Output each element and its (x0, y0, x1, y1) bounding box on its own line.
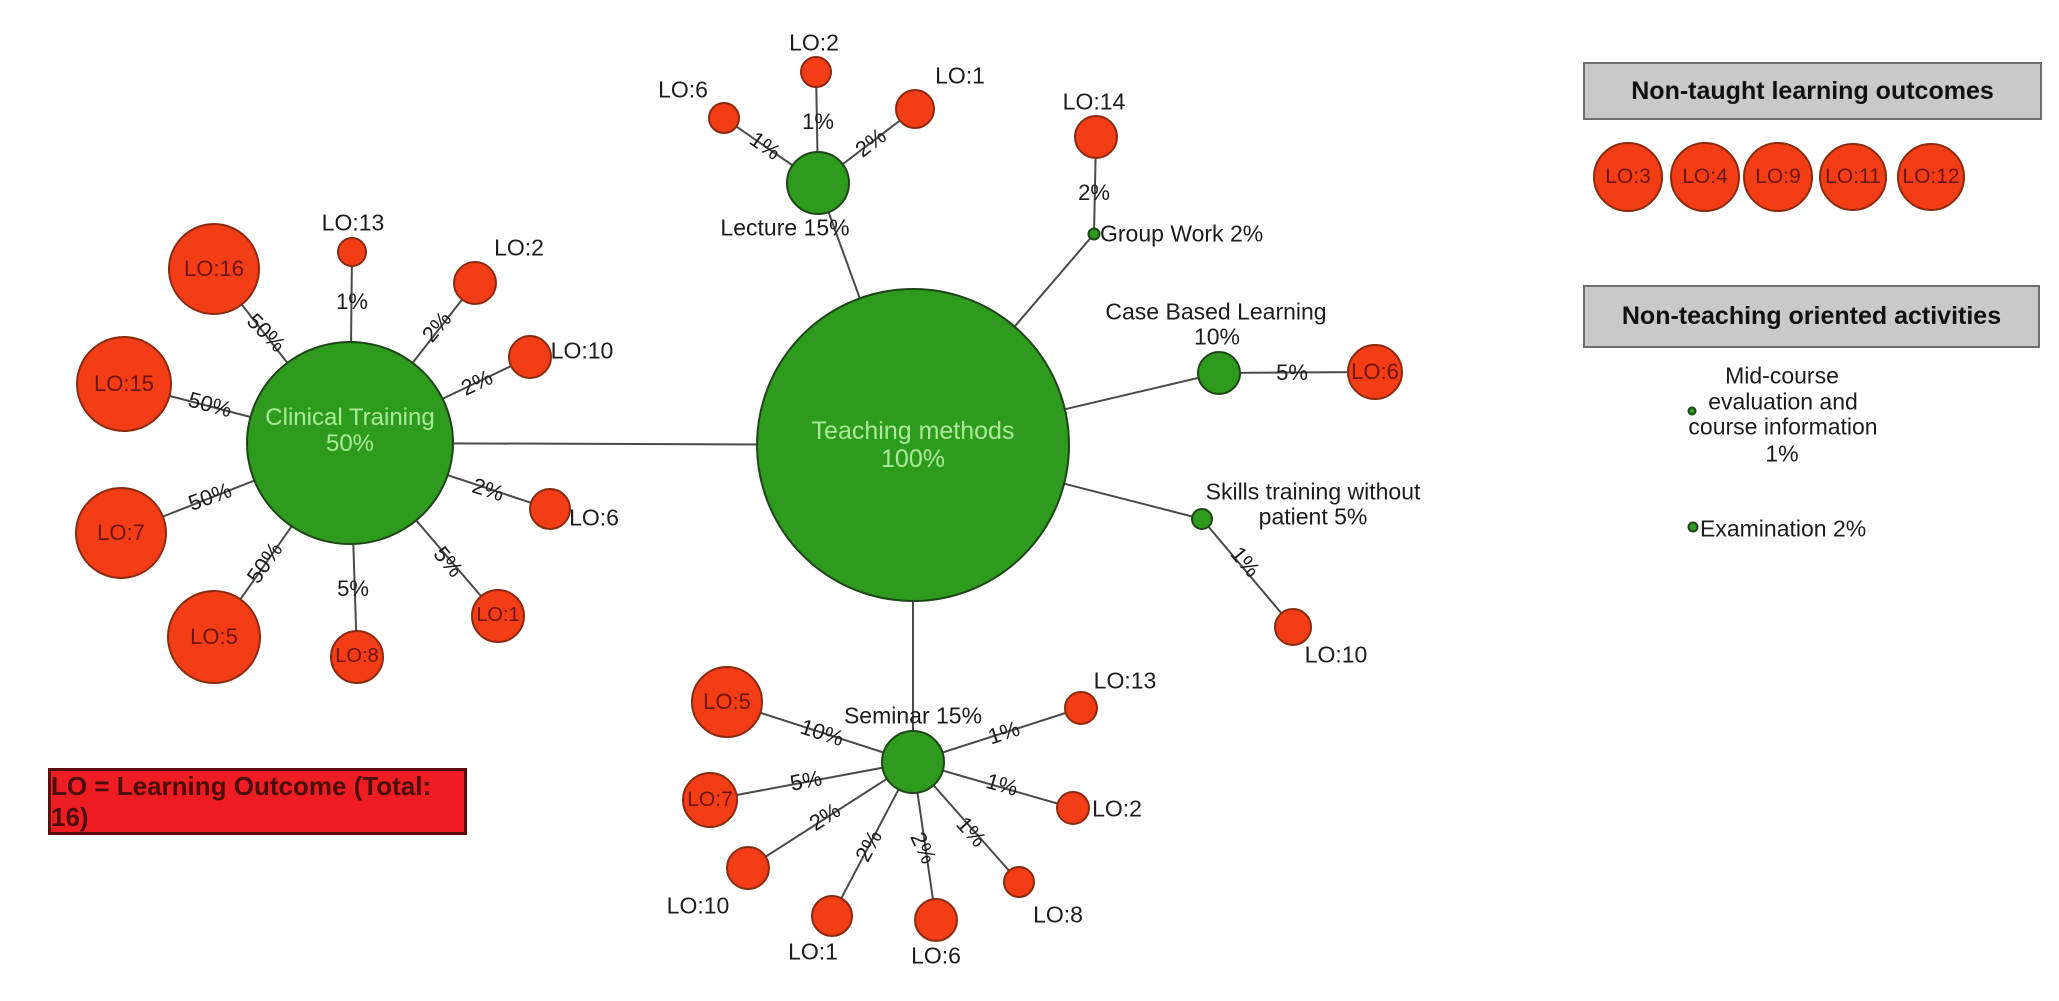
lecture-lo6-label: LO:6 (658, 76, 708, 103)
node-clinical-training: Clinical Training 50% (246, 341, 454, 545)
non-teaching-header: Non-teaching oriented activities (1583, 285, 2040, 348)
node-clinical-lo7: LO:7 (75, 487, 167, 579)
clinical-lo2-label: LO:2 (494, 234, 544, 261)
node-seminar-lo1 (811, 895, 853, 937)
node-clinical-lo13 (337, 237, 367, 267)
seminar-label: Seminar 15% (843, 702, 983, 729)
seminar-lo1-label: LO:1 (788, 938, 838, 965)
non-teaching-title: Non-teaching oriented activities (1621, 302, 2002, 330)
edge-pct-lecture-lo2: 1% (802, 109, 834, 134)
clinical-lo6-label: LO:6 (569, 504, 619, 531)
node-lecture-lo6 (708, 102, 740, 134)
teaching-methods-name: Teaching methods (811, 417, 1015, 445)
mid-course-line2: evaluation and (1708, 388, 1858, 415)
node-case-based-learning (1197, 351, 1241, 395)
nontaught-lo9-label: LO:9 (1755, 164, 1801, 188)
seminar-lo10-label: LO:10 (666, 892, 730, 919)
node-nontaught-lo4: LO:4 (1670, 142, 1740, 212)
node-clinical-lo15: LO:15 (76, 336, 172, 432)
edge-pct-casebased-lo6: 5% (1276, 360, 1308, 385)
node-nontaught-lo11: LO:11 (1819, 143, 1887, 211)
node-nontaught-lo3: LO:3 (1593, 142, 1663, 212)
skills-training-label-line2: patient 5% (1258, 503, 1368, 530)
case-based-learning-pct: 10% (1193, 323, 1241, 350)
node-skills-training-dot (1191, 508, 1213, 530)
seminar-lo5-label: LO:5 (703, 689, 751, 715)
non-taught-title: Non-taught learning outcomes (1631, 76, 1994, 105)
clinical-lo5-label: LO:5 (190, 624, 238, 650)
node-clinical-lo2 (453, 261, 497, 305)
mid-course-pct: 1% (1765, 440, 1799, 467)
node-nontaught-lo12: LO:12 (1897, 143, 1965, 211)
non-taught-header: Non-taught learning outcomes (1583, 62, 2042, 120)
casebased-lo6-label: LO:6 (1351, 359, 1399, 385)
node-seminar-lo2 (1056, 791, 1090, 825)
groupwork-lo14-label: LO:14 (1062, 88, 1126, 115)
node-clinical-lo10 (508, 335, 552, 379)
node-teaching-methods: Teaching methods 100% (756, 288, 1070, 602)
nontaught-lo4-label: LO:4 (1682, 164, 1728, 188)
skills-lo10-label: LO:10 (1304, 641, 1368, 668)
node-clinical-lo1: LO:1 (471, 589, 525, 643)
mid-course-line3: course information (1688, 413, 1878, 440)
seminar-lo6-label: LO:6 (911, 942, 961, 969)
edge-skills-lo10 (1201, 518, 1294, 628)
lecture-lo2-label: LO:2 (789, 29, 839, 56)
clinical-lo13-label: LO:13 (321, 209, 385, 236)
group-work-label: Group Work 2% (1100, 220, 1264, 247)
clinical-lo10-label: LO:10 (550, 337, 614, 364)
node-seminar-lo7: LO:7 (682, 772, 738, 828)
seminar-lo8-label: LO:8 (1033, 901, 1083, 928)
seminar-lo2-label: LO:2 (1092, 795, 1142, 822)
teaching-methods-pct: 100% (881, 445, 945, 473)
node-groupwork-lo14 (1074, 115, 1118, 159)
nontaught-lo12-label: LO:12 (1902, 164, 1960, 188)
clinical-lo16-label: LO:16 (184, 256, 244, 282)
node-seminar-lo10 (726, 846, 770, 890)
node-clinical-lo16: LO:16 (168, 223, 260, 315)
nontaught-lo11-label: LO:11 (1825, 164, 1881, 188)
node-teaching-methods-label: Teaching methods 100% (812, 417, 1015, 473)
node-lecture (786, 151, 850, 215)
edge-pct-groupwork-lo14: 2% (1078, 180, 1110, 205)
clinical-lo15-label: LO:15 (94, 371, 154, 397)
seminar-lo13-label: LO:13 (1093, 667, 1157, 694)
node-seminar-lo6 (914, 898, 958, 942)
node-clinical-lo8: LO:8 (330, 630, 384, 684)
node-skills-lo10 (1274, 608, 1312, 646)
legend-box: LO = Learning Outcome (Total: 16) (48, 768, 467, 835)
clinical-lo1-label: LO:1 (476, 604, 520, 627)
edge-pct-clinical-lo13: 1% (336, 289, 368, 314)
node-lecture-lo1 (895, 89, 935, 129)
mid-course-dot (1687, 406, 1697, 416)
clinical-lo8-label: LO:8 (335, 645, 379, 668)
clinical-lo7-label: LO:7 (97, 520, 145, 546)
node-clinical-lo5: LO:5 (167, 590, 261, 684)
mid-course-line1: Mid-course (1725, 362, 1839, 389)
nontaught-lo3-label: LO:3 (1605, 164, 1651, 188)
edge-pct-clinical-lo8: 5% (337, 576, 369, 601)
node-clinical-lo6 (529, 488, 571, 530)
clinical-training-label: Clinical Training 50% (265, 404, 435, 457)
legend-text: LO = Learning Outcome (Total: 16) (51, 770, 432, 832)
case-based-learning-label: Case Based Learning (1105, 298, 1327, 325)
node-nontaught-lo9: LO:9 (1743, 142, 1813, 212)
lecture-label: Lecture 15% (720, 214, 850, 241)
examination-dot (1687, 521, 1699, 533)
skills-training-label-line1: Skills training without (1205, 478, 1421, 505)
node-seminar-lo13 (1064, 691, 1098, 725)
seminar-lo7-label: LO:7 (687, 787, 733, 811)
lecture-lo1-label: LO:1 (935, 62, 985, 89)
node-seminar-lo5: LO:5 (691, 666, 763, 738)
node-lecture-lo2 (800, 56, 832, 88)
edge-seminar-lo7 (709, 761, 914, 801)
node-seminar (881, 730, 945, 794)
node-seminar-lo8 (1003, 866, 1035, 898)
node-casebased-lo6: LO:6 (1347, 344, 1403, 400)
node-group-work-dot (1087, 227, 1101, 241)
examination-label: Examination 2% (1700, 515, 1867, 542)
